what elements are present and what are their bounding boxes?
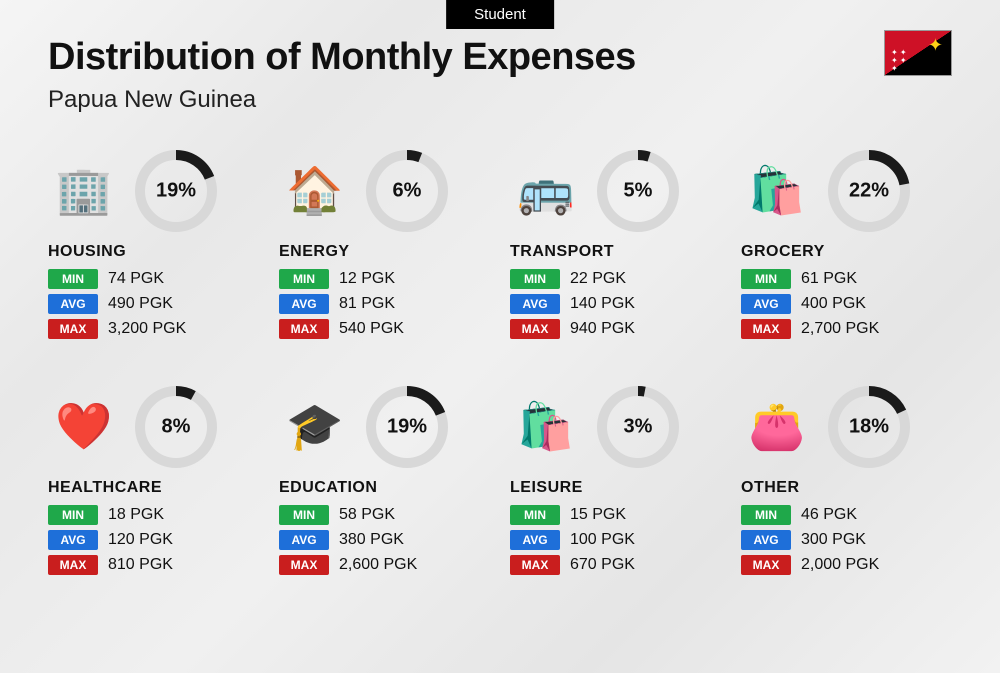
category-card-grocery: 🛍️ 22% GROCERY MIN 61 PGK AVG 400 PGK MA…: [741, 148, 952, 344]
housing-donut: 19%: [134, 149, 218, 233]
healthcare-icon: ❤️: [48, 391, 120, 463]
housing-avg-value: 490 PGK: [108, 295, 173, 313]
energy-avg-value: 81 PGK: [339, 295, 395, 313]
max-badge: MAX: [510, 319, 560, 339]
other-max-value: 2,000 PGK: [801, 556, 879, 574]
housing-label: HOUSING: [48, 243, 259, 261]
category-card-leisure: 🛍️ 3% LEISURE MIN 15 PGK AVG 100 PGK MAX: [510, 384, 721, 580]
max-badge: MAX: [48, 319, 98, 339]
min-badge: MIN: [510, 505, 560, 525]
page-title: Distribution of Monthly Expenses: [48, 36, 636, 79]
avg-badge: AVG: [510, 294, 560, 314]
healthcare-max-value: 810 PGK: [108, 556, 173, 574]
education-percent: 19%: [387, 415, 427, 438]
transport-percent: 5%: [624, 179, 653, 202]
min-badge: MIN: [510, 269, 560, 289]
max-badge: MAX: [510, 555, 560, 575]
avg-badge: AVG: [279, 294, 329, 314]
leisure-donut: 3%: [596, 385, 680, 469]
category-card-other: 👛 18% OTHER MIN 46 PGK AVG 300 PGK MAX 2: [741, 384, 952, 580]
other-avg-value: 300 PGK: [801, 531, 866, 549]
healthcare-donut: 8%: [134, 385, 218, 469]
max-badge: MAX: [741, 555, 791, 575]
housing-percent: 19%: [156, 179, 196, 202]
grocery-donut: 22%: [827, 149, 911, 233]
transport-label: TRANSPORT: [510, 243, 721, 261]
other-percent: 18%: [849, 415, 889, 438]
leisure-max-value: 670 PGK: [570, 556, 635, 574]
grocery-avg-value: 400 PGK: [801, 295, 866, 313]
avg-badge: AVG: [279, 530, 329, 550]
leisure-label: LEISURE: [510, 479, 721, 497]
transport-donut: 5%: [596, 149, 680, 233]
transport-min-value: 22 PGK: [570, 270, 626, 288]
category-card-energy: 🏠 6% ENERGY MIN 12 PGK AVG 81 PGK MAX 54: [279, 148, 490, 344]
grocery-percent: 22%: [849, 179, 889, 202]
housing-min-value: 74 PGK: [108, 270, 164, 288]
min-badge: MIN: [741, 269, 791, 289]
min-badge: MIN: [741, 505, 791, 525]
max-badge: MAX: [48, 555, 98, 575]
max-badge: MAX: [741, 319, 791, 339]
energy-min-value: 12 PGK: [339, 270, 395, 288]
category-grid: 🏢 19% HOUSING MIN 74 PGK AVG 490 PGK MAX: [48, 148, 952, 580]
transport-icon: 🚌: [510, 155, 582, 227]
housing-icon: 🏢: [48, 155, 120, 227]
avg-badge: AVG: [48, 530, 98, 550]
other-icon: 👛: [741, 391, 813, 463]
grocery-label: GROCERY: [741, 243, 952, 261]
education-label: EDUCATION: [279, 479, 490, 497]
category-card-transport: 🚌 5% TRANSPORT MIN 22 PGK AVG 140 PGK MA…: [510, 148, 721, 344]
energy-icon: 🏠: [279, 155, 351, 227]
transport-max-value: 940 PGK: [570, 320, 635, 338]
energy-max-value: 540 PGK: [339, 320, 404, 338]
category-card-healthcare: ❤️ 8% HEALTHCARE MIN 18 PGK AVG 120 PGK …: [48, 384, 259, 580]
grocery-max-value: 2,700 PGK: [801, 320, 879, 338]
max-badge: MAX: [279, 319, 329, 339]
healthcare-label: HEALTHCARE: [48, 479, 259, 497]
category-card-education: 🎓 19% EDUCATION MIN 58 PGK AVG 380 PGK M…: [279, 384, 490, 580]
min-badge: MIN: [279, 269, 329, 289]
country-flag-icon: [884, 30, 952, 76]
energy-percent: 6%: [393, 179, 422, 202]
healthcare-avg-value: 120 PGK: [108, 531, 173, 549]
page-subtitle: Papua New Guinea: [48, 86, 256, 114]
leisure-min-value: 15 PGK: [570, 506, 626, 524]
grocery-min-value: 61 PGK: [801, 270, 857, 288]
transport-avg-value: 140 PGK: [570, 295, 635, 313]
avg-badge: AVG: [741, 294, 791, 314]
avg-badge: AVG: [741, 530, 791, 550]
min-badge: MIN: [279, 505, 329, 525]
header-badge: Student: [446, 0, 554, 29]
min-badge: MIN: [48, 269, 98, 289]
housing-max-value: 3,200 PGK: [108, 320, 186, 338]
max-badge: MAX: [279, 555, 329, 575]
other-donut: 18%: [827, 385, 911, 469]
min-badge: MIN: [48, 505, 98, 525]
category-card-housing: 🏢 19% HOUSING MIN 74 PGK AVG 490 PGK MAX: [48, 148, 259, 344]
energy-label: ENERGY: [279, 243, 490, 261]
healthcare-min-value: 18 PGK: [108, 506, 164, 524]
leisure-icon: 🛍️: [510, 391, 582, 463]
other-label: OTHER: [741, 479, 952, 497]
leisure-avg-value: 100 PGK: [570, 531, 635, 549]
healthcare-percent: 8%: [162, 415, 191, 438]
leisure-percent: 3%: [624, 415, 653, 438]
education-min-value: 58 PGK: [339, 506, 395, 524]
energy-donut: 6%: [365, 149, 449, 233]
other-min-value: 46 PGK: [801, 506, 857, 524]
grocery-icon: 🛍️: [741, 155, 813, 227]
avg-badge: AVG: [510, 530, 560, 550]
education-icon: 🎓: [279, 391, 351, 463]
avg-badge: AVG: [48, 294, 98, 314]
education-max-value: 2,600 PGK: [339, 556, 417, 574]
education-donut: 19%: [365, 385, 449, 469]
education-avg-value: 380 PGK: [339, 531, 404, 549]
